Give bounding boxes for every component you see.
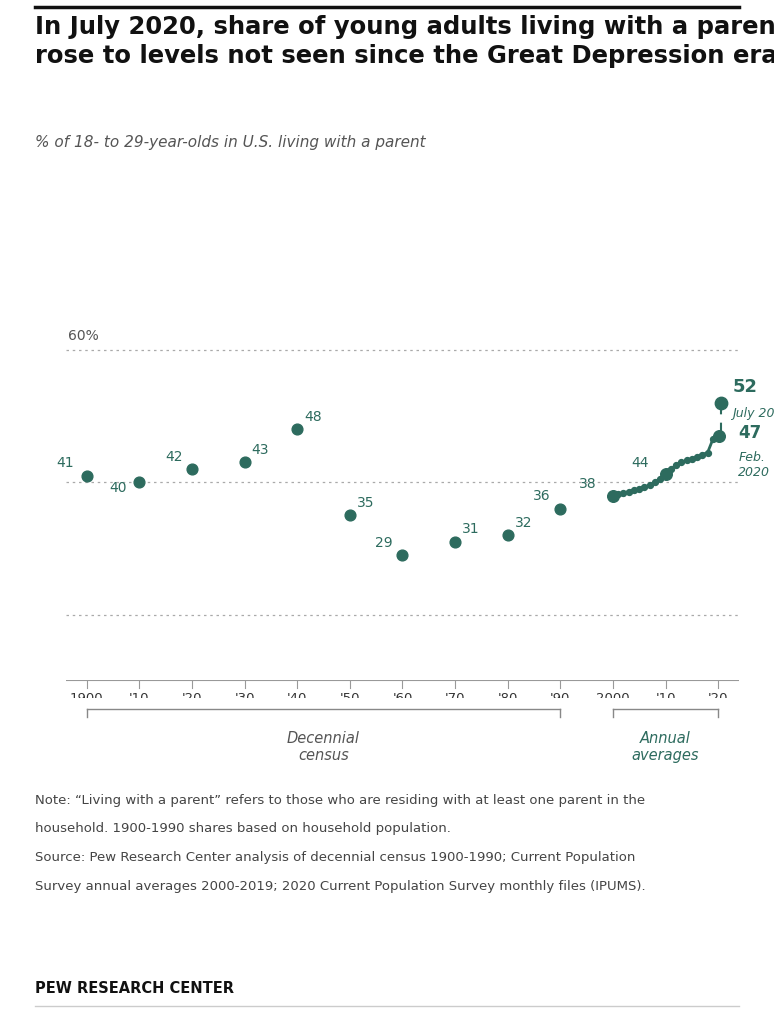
- Text: 40: 40: [109, 481, 127, 495]
- Point: [449, 534, 461, 550]
- Point: [80, 468, 93, 484]
- Point: [238, 455, 251, 471]
- Point: [701, 444, 714, 461]
- Text: 52: 52: [732, 378, 757, 396]
- Point: [680, 453, 693, 469]
- Text: '20: '20: [182, 692, 202, 705]
- Point: [133, 474, 146, 490]
- Text: '80: '80: [498, 692, 518, 705]
- Text: 32: 32: [515, 516, 533, 529]
- Point: [713, 428, 725, 444]
- Point: [691, 449, 704, 465]
- Point: [665, 461, 677, 477]
- Point: [344, 507, 356, 523]
- Text: Source: Pew Research Center analysis of decennial census 1900-1990; Current Popu: Source: Pew Research Center analysis of …: [35, 851, 635, 864]
- Point: [607, 487, 619, 504]
- Text: July 2020: July 2020: [732, 408, 774, 420]
- Point: [696, 446, 708, 463]
- Point: [707, 431, 719, 447]
- Text: '90: '90: [550, 692, 570, 705]
- Text: 31: 31: [462, 522, 480, 537]
- Text: 41: 41: [57, 456, 74, 470]
- Text: 35: 35: [357, 496, 375, 510]
- Point: [633, 481, 646, 498]
- Text: '20: '20: [708, 692, 728, 705]
- Text: '50: '50: [340, 692, 360, 705]
- Text: Feb.
2020: Feb. 2020: [738, 452, 770, 479]
- Point: [396, 547, 409, 563]
- Text: 44: 44: [632, 457, 649, 470]
- Text: 42: 42: [165, 450, 183, 464]
- Text: '60: '60: [392, 692, 413, 705]
- Point: [715, 394, 728, 411]
- Text: % of 18- to 29-year-olds in U.S. living with a parent: % of 18- to 29-year-olds in U.S. living …: [35, 135, 426, 151]
- Text: '70: '70: [445, 692, 465, 705]
- Point: [675, 455, 687, 471]
- Text: 47: 47: [738, 424, 762, 442]
- Text: 2000: 2000: [596, 692, 630, 705]
- Point: [649, 474, 661, 490]
- Point: [639, 479, 651, 496]
- Point: [502, 527, 514, 544]
- Point: [554, 501, 567, 517]
- Text: Note: “Living with a parent” refers to those who are residing with at least one : Note: “Living with a parent” refers to t…: [35, 794, 645, 807]
- Text: '10: '10: [129, 692, 149, 705]
- Text: Annual
averages: Annual averages: [632, 731, 699, 763]
- Text: 48: 48: [304, 410, 322, 424]
- Point: [643, 477, 656, 494]
- Point: [659, 466, 672, 482]
- Text: Survey annual averages 2000-2019; 2020 Current Population Survey monthly files (: Survey annual averages 2000-2019; 2020 C…: [35, 880, 646, 893]
- Point: [654, 471, 666, 487]
- Text: 38: 38: [579, 477, 596, 492]
- Text: PEW RESEARCH CENTER: PEW RESEARCH CENTER: [35, 981, 234, 996]
- Text: 36: 36: [533, 489, 550, 503]
- Point: [659, 466, 672, 482]
- Point: [291, 421, 303, 437]
- Text: In July 2020, share of young adults living with a parent
rose to levels not seen: In July 2020, share of young adults livi…: [35, 15, 774, 69]
- Text: '30: '30: [235, 692, 255, 705]
- Text: 43: 43: [252, 443, 269, 457]
- Point: [617, 484, 629, 501]
- Text: 1900: 1900: [70, 692, 104, 705]
- Text: 29: 29: [375, 536, 392, 550]
- Text: '10: '10: [656, 692, 676, 705]
- Point: [607, 487, 619, 504]
- Text: Decennial
census: Decennial census: [287, 731, 360, 763]
- Point: [628, 482, 640, 499]
- Point: [186, 461, 198, 477]
- Text: '40: '40: [287, 692, 307, 705]
- Text: 60%: 60%: [68, 330, 99, 343]
- Point: [670, 457, 682, 473]
- Point: [612, 486, 625, 503]
- Text: household. 1900-1990 shares based on household population.: household. 1900-1990 shares based on hou…: [35, 822, 450, 836]
- Point: [622, 483, 635, 500]
- Point: [686, 451, 698, 467]
